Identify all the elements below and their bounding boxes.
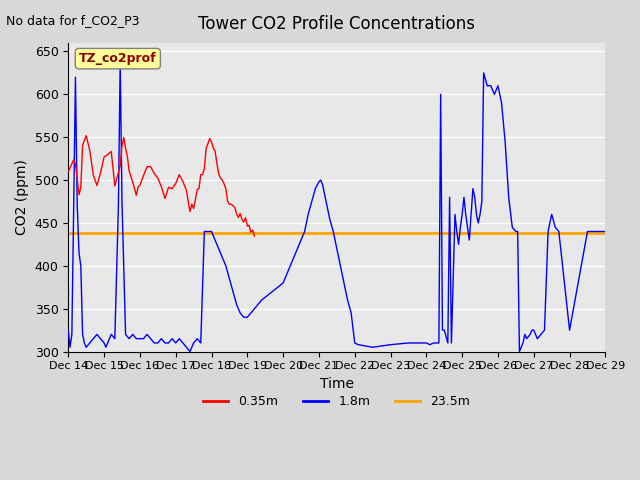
0.35m xyxy=(164,184,172,190)
Legend: 0.35m, 1.8m, 23.5m: 0.35m, 1.8m, 23.5m xyxy=(198,390,476,413)
Text: TZ_co2prof: TZ_co2prof xyxy=(79,52,157,65)
1.8m xyxy=(83,344,90,350)
1.8m xyxy=(118,199,126,204)
Line: 0.35m: 0.35m xyxy=(68,136,255,236)
1.8m xyxy=(487,83,495,89)
23.5m xyxy=(100,230,108,236)
1.8m xyxy=(602,228,609,234)
1.8m xyxy=(494,83,502,89)
1.8m xyxy=(460,194,468,200)
0.35m xyxy=(236,211,244,216)
Title: Tower CO2 Profile Concentrations: Tower CO2 Profile Concentrations xyxy=(198,15,476,33)
X-axis label: Time: Time xyxy=(320,377,354,391)
0.35m xyxy=(195,186,203,192)
0.35m xyxy=(207,139,215,145)
0.35m xyxy=(251,233,259,239)
0.35m xyxy=(202,145,210,151)
1.8m xyxy=(186,348,194,354)
0.35m xyxy=(83,133,90,139)
0.35m xyxy=(65,169,72,175)
Line: 1.8m: 1.8m xyxy=(68,60,605,351)
1.8m xyxy=(202,228,210,234)
1.8m xyxy=(116,57,124,63)
1.8m xyxy=(65,327,72,333)
Y-axis label: CO2 (ppm): CO2 (ppm) xyxy=(15,159,29,235)
Text: No data for f_CO2_P3: No data for f_CO2_P3 xyxy=(6,14,140,27)
0.35m xyxy=(197,172,205,178)
23.5m xyxy=(65,230,72,236)
